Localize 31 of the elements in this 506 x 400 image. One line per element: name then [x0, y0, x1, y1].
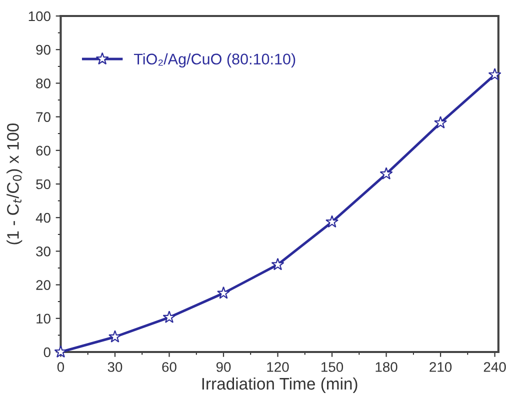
x-tick-label: 60 [162, 362, 176, 372]
y-tick-label: 60 [36, 146, 50, 156]
y-tick-label: 100 [28, 11, 50, 22]
x-tick-label: 120 [267, 362, 289, 372]
x-tick-label: 180 [376, 362, 398, 372]
point [380, 167, 393, 180]
x-tick-label: 90 [216, 362, 231, 372]
point [326, 215, 339, 228]
y-axis-title: (1 - C$_{t}$/C$_{0}$) x 100 [6, 123, 22, 244]
y-tick-label: 20 [36, 280, 50, 290]
x-tick-label: 30 [108, 362, 122, 372]
y-tick-label: 70 [36, 112, 50, 122]
y-tick-label: 10 [36, 314, 50, 324]
x-tick-label: 240 [484, 362, 506, 372]
y-tick-label: 90 [36, 44, 50, 55]
x-tick-label: 0 [57, 362, 64, 372]
point [108, 330, 122, 342]
y-tick-label: 40 [36, 212, 50, 223]
x-tick-label: 210 [430, 362, 452, 372]
x-tick-label: 150 [321, 362, 344, 372]
point [434, 116, 448, 128]
point [162, 310, 176, 324]
point [271, 258, 284, 270]
x-axis-title: Irradiation Time (min) [202, 377, 358, 393]
y-tick-label: 80 [36, 78, 50, 88]
legend-label: TiO₂/Ag/CuO (80:10:10) [134, 53, 296, 68]
point [217, 286, 230, 299]
y-tick-label: 30 [36, 246, 50, 256]
point [488, 68, 502, 80]
y-tick-label: 50 [36, 179, 50, 190]
y-tick-label: 0 [44, 347, 50, 358]
